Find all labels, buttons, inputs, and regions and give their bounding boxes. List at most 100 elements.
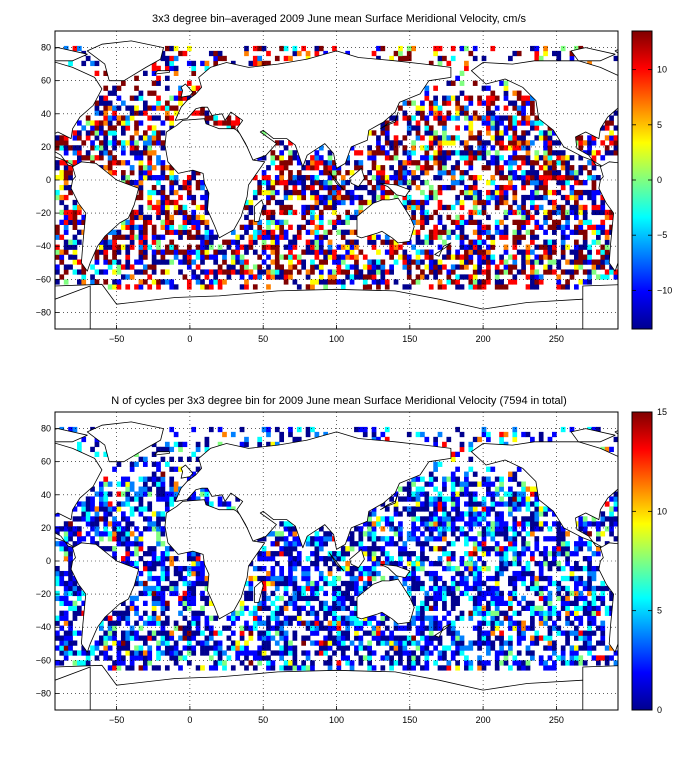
heat-cell [521, 120, 526, 126]
heat-cell [543, 521, 548, 527]
heat-cell [569, 269, 575, 275]
heat-cell [178, 466, 183, 472]
heat-cell [340, 175, 346, 181]
heat-cell [560, 600, 566, 606]
heat-cell [327, 249, 333, 255]
heat-cell [59, 625, 65, 631]
heat-cell [305, 249, 311, 255]
heat-cell [402, 199, 408, 206]
heat-cell [336, 269, 342, 275]
heat-cell [472, 135, 478, 141]
heat-cell [125, 105, 131, 111]
heat-cell [90, 516, 95, 522]
heat-cell [512, 189, 518, 196]
heat-cell [428, 110, 434, 116]
heat-cell [384, 120, 390, 126]
heat-cell [534, 204, 540, 211]
heat-cell [534, 491, 540, 497]
heat-cell [468, 249, 474, 255]
heat-cell [318, 219, 324, 225]
heat-cell [195, 244, 201, 250]
heat-cell [200, 640, 205, 646]
heat-cell [424, 160, 430, 166]
heat-cell [587, 145, 592, 151]
heat-cell [134, 541, 139, 547]
heat-cell [450, 620, 456, 626]
heat-cell [415, 585, 421, 592]
heat-cell [406, 254, 412, 260]
heat-cell [98, 155, 104, 161]
heat-cell [424, 170, 430, 176]
heat-cell [543, 551, 548, 557]
heat-cell [428, 269, 434, 275]
heat-cell [134, 214, 139, 221]
heat-cell [433, 570, 438, 577]
heat-cell [156, 249, 161, 255]
heat-cell [142, 244, 148, 250]
heat-cell [481, 541, 487, 547]
heat-cell [455, 115, 460, 121]
heat-cell [305, 184, 311, 191]
heat-cell [437, 575, 443, 582]
heat-cell [534, 506, 540, 512]
heat-cell [371, 155, 377, 161]
heat-cell [173, 105, 179, 111]
heat-cell [120, 531, 126, 537]
heat-cell [81, 516, 87, 522]
heat-cell [274, 640, 280, 646]
heat-cell [556, 615, 562, 621]
heat-cell [534, 516, 540, 522]
heat-cell [318, 536, 324, 542]
heat-cell [288, 140, 293, 146]
heat-cell [534, 269, 540, 275]
heat-cell [371, 165, 377, 171]
heat-cell [204, 486, 210, 492]
heat-cell [305, 570, 311, 577]
heat-cell [530, 279, 535, 285]
heat-cell [279, 160, 285, 166]
heat-cell [204, 441, 210, 448]
heat-cell [252, 264, 258, 270]
heat-cell [437, 234, 443, 240]
heat-cell [424, 194, 430, 201]
heat-cell [516, 239, 522, 245]
heat-cell [226, 269, 232, 275]
heat-cell [195, 254, 201, 260]
heat-cell [494, 660, 500, 666]
heat-cell [138, 120, 144, 126]
heat-cell [103, 655, 109, 661]
heat-cell [376, 234, 381, 240]
heat-cell [103, 640, 109, 646]
heat-cell [182, 625, 188, 631]
heat-cell [499, 155, 504, 161]
heat-cell [208, 244, 214, 250]
x-tick-label: 50 [258, 334, 268, 344]
heat-cell [160, 496, 166, 502]
heat-cell [358, 150, 364, 156]
heat-cell [55, 224, 60, 230]
heat-cell [534, 496, 540, 502]
heat-cell [587, 620, 592, 626]
heat-cell [279, 570, 285, 577]
heat-cell [63, 170, 69, 176]
heat-cell [393, 635, 399, 641]
heat-cell [186, 496, 192, 502]
heat-cell [538, 436, 544, 443]
heat-cell [512, 219, 518, 225]
heat-cell [442, 595, 447, 602]
heat-cell [208, 279, 214, 285]
heat-cell [283, 274, 289, 280]
heat-cell [283, 521, 289, 527]
heat-cell [72, 526, 78, 532]
heat-cell [455, 234, 460, 240]
heat-cell [156, 446, 161, 453]
heat-cell [156, 531, 161, 537]
heat-cell [68, 640, 73, 646]
heat-cell [415, 229, 421, 235]
heat-cell [543, 50, 548, 57]
heat-cell [472, 436, 478, 443]
heat-cell [358, 546, 364, 552]
heat-cell [103, 135, 109, 141]
heat-cell [481, 431, 487, 438]
heat-cell [433, 135, 438, 141]
